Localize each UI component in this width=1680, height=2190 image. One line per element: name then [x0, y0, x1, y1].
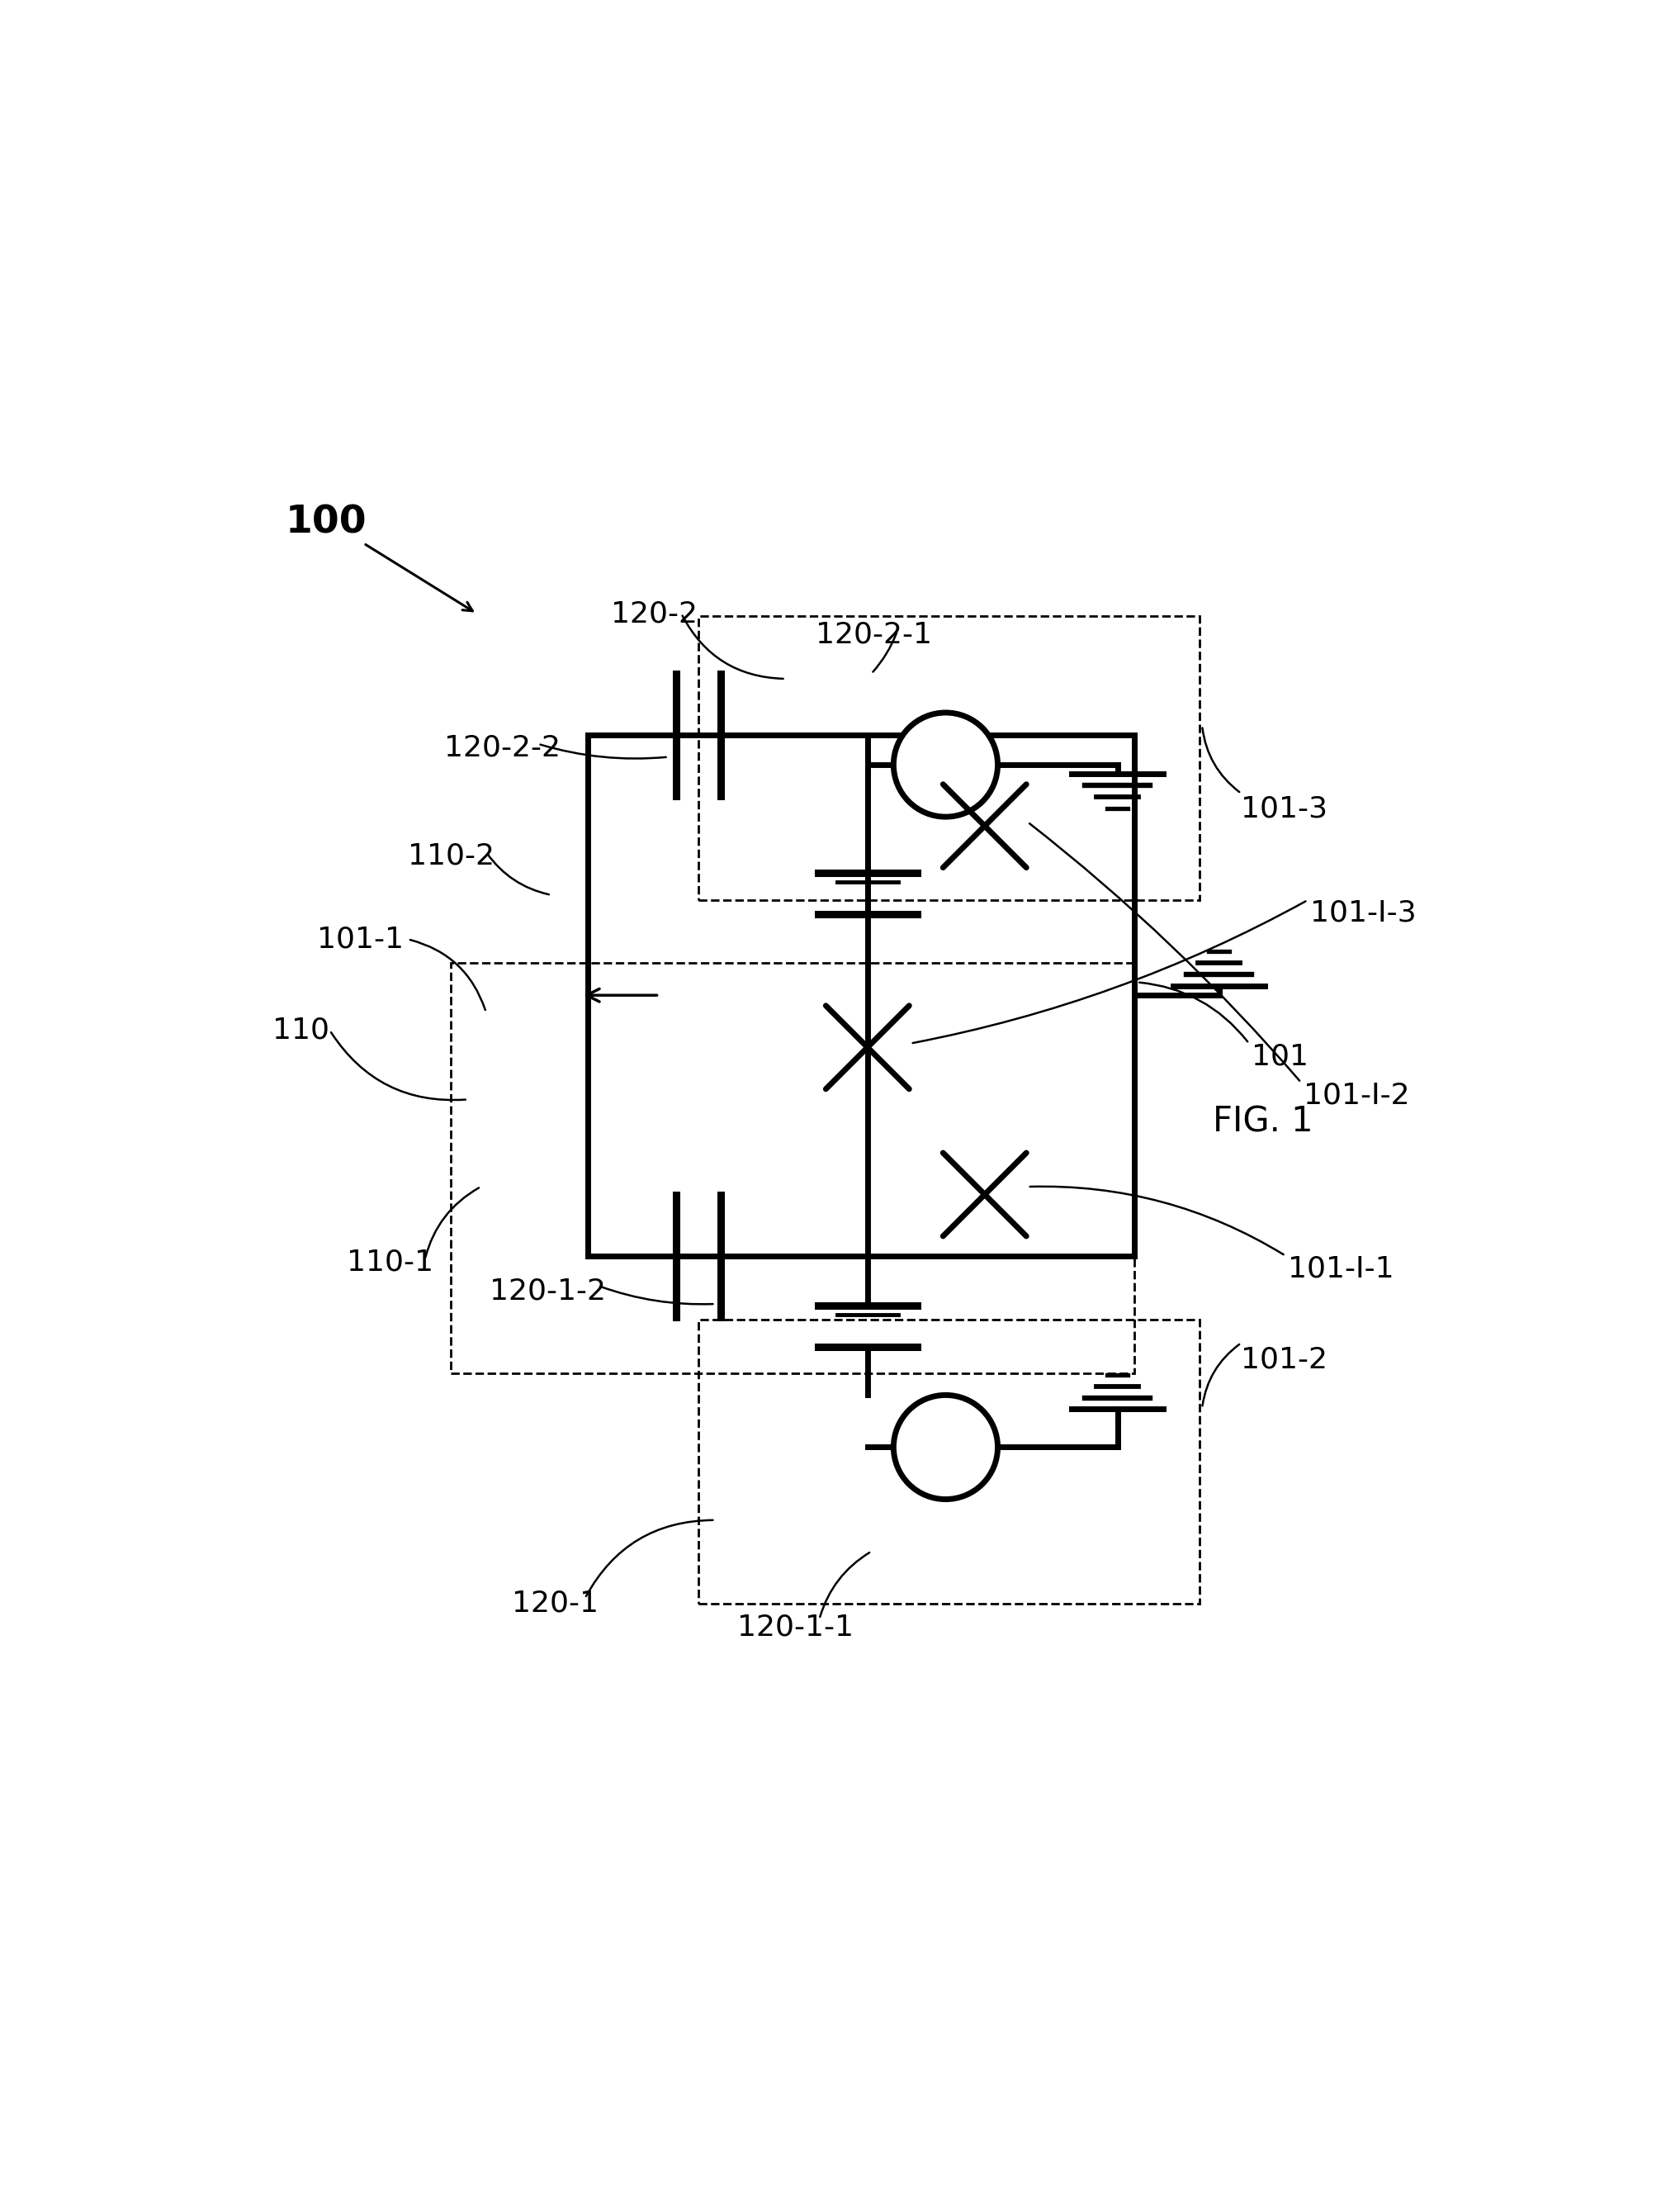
Text: 101-1: 101-1	[318, 924, 403, 953]
Text: 120-1-1: 120-1-1	[738, 1612, 853, 1640]
Text: 101-3: 101-3	[1242, 795, 1327, 823]
Circle shape	[894, 1395, 998, 1500]
Text: 101-I-1: 101-I-1	[1289, 1255, 1394, 1283]
Text: 110-2: 110-2	[408, 841, 494, 869]
Text: 120-2-2: 120-2-2	[444, 734, 561, 762]
Text: 120-2: 120-2	[612, 600, 697, 629]
Text: 101-I-2: 101-I-2	[1304, 1082, 1410, 1110]
Text: 100: 100	[286, 504, 366, 541]
Text: FIG. 1: FIG. 1	[1213, 1104, 1314, 1139]
Text: 120-1-2: 120-1-2	[491, 1277, 606, 1305]
Bar	[450, 964, 1134, 1373]
Text: 110: 110	[272, 1016, 329, 1045]
Text: 120-1: 120-1	[512, 1590, 598, 1618]
Text: 110-1: 110-1	[346, 1248, 433, 1277]
Bar	[699, 615, 1200, 900]
Text: 101-2: 101-2	[1242, 1347, 1327, 1373]
Text: 120-2-1: 120-2-1	[815, 620, 932, 648]
Bar	[588, 736, 1134, 1255]
Circle shape	[894, 712, 998, 817]
Bar	[699, 1321, 1200, 1603]
Text: 101: 101	[1252, 1042, 1309, 1071]
Text: 101-I-3: 101-I-3	[1310, 900, 1416, 926]
